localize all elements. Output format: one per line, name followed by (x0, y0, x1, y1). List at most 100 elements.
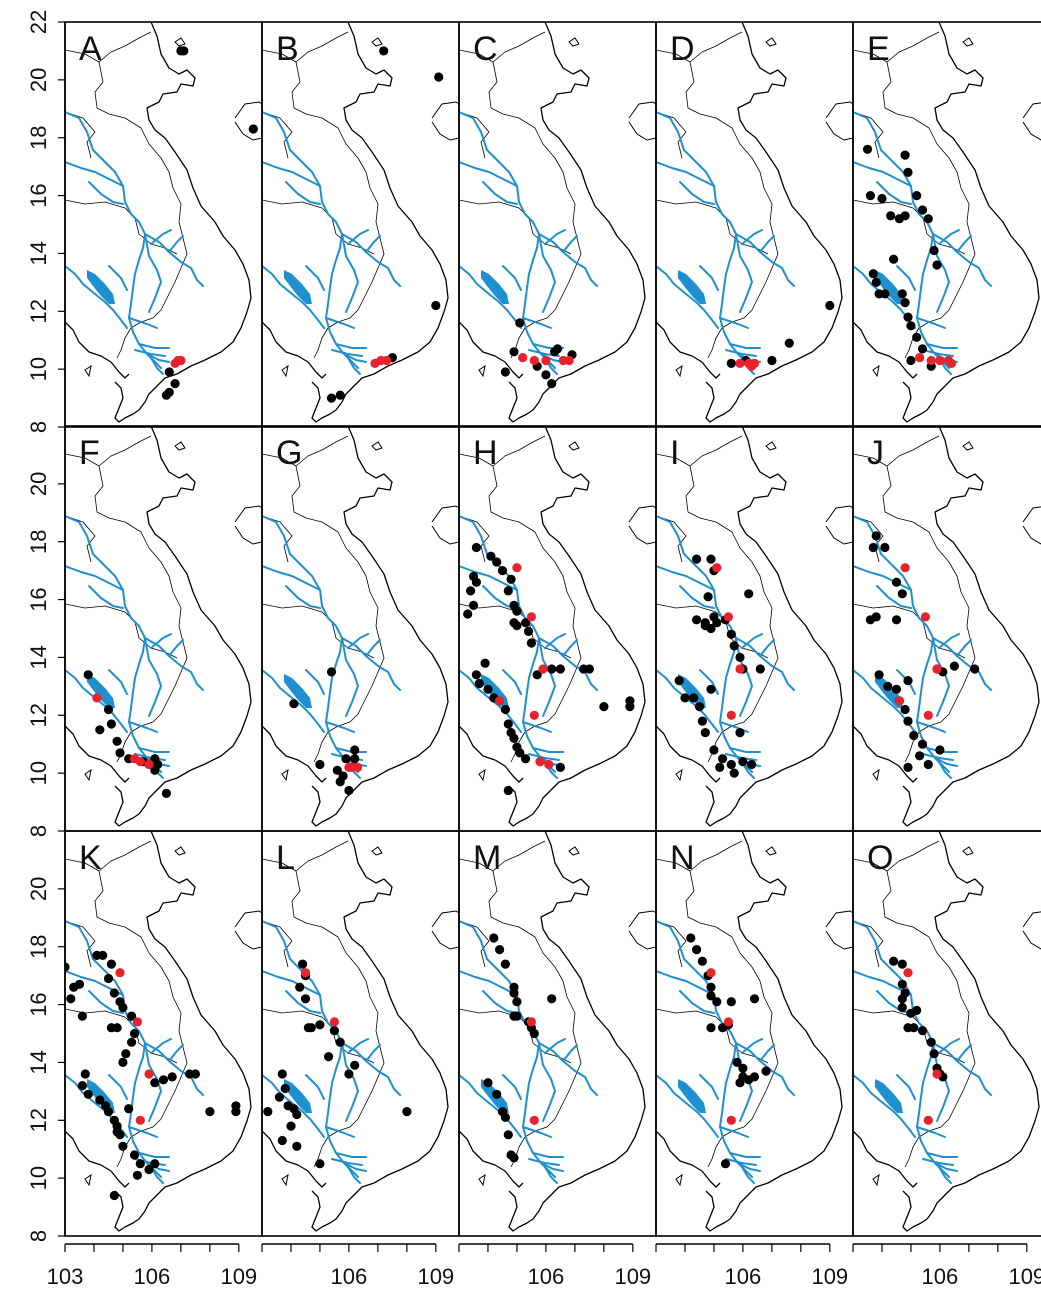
record-point (701, 621, 710, 630)
y-tick-label: 10 (26, 761, 51, 785)
record-point (509, 734, 518, 743)
record-point (327, 394, 336, 403)
y-tick-label: 10 (26, 357, 51, 381)
record-point (130, 1150, 139, 1159)
record-point (501, 705, 510, 714)
record-point (336, 391, 345, 400)
highlight-point (301, 968, 310, 977)
record-point (738, 1064, 747, 1073)
record-point (585, 664, 594, 673)
record-point (292, 1142, 301, 1151)
highlight-point (935, 356, 944, 365)
record-point (718, 754, 727, 763)
y-tick-label: 10 (26, 1166, 51, 1190)
record-point (133, 1171, 142, 1180)
highlight-point (927, 356, 936, 365)
record-point (901, 705, 910, 714)
y-tick-label: 12 (26, 703, 51, 727)
panel-label: O (867, 839, 893, 877)
record-point (509, 347, 518, 356)
record-point (872, 278, 881, 287)
record-point (527, 638, 536, 647)
record-point (924, 214, 933, 223)
record-point (324, 1052, 333, 1061)
record-point (906, 321, 915, 330)
record-point (75, 980, 84, 989)
record-point (903, 168, 912, 177)
record-point (341, 754, 350, 763)
record-point (918, 1026, 927, 1035)
y-tick-label: 8 (26, 1230, 51, 1242)
record-point (883, 682, 892, 691)
basemap (656, 831, 853, 1231)
record-point (698, 717, 707, 726)
map-panel-i: I (656, 426, 853, 831)
x-tick-label: 109 (614, 1264, 651, 1289)
x-tick-label: 106 (725, 1264, 762, 1289)
panel-label: M (473, 839, 501, 877)
record-point (107, 960, 116, 969)
record-point (118, 1058, 127, 1067)
record-point (701, 728, 710, 737)
map-panel-k: K (60, 831, 262, 1236)
record-point (898, 960, 907, 969)
record-point (730, 641, 739, 650)
record-point (495, 945, 504, 954)
highlight-point (544, 760, 553, 769)
record-point (524, 627, 533, 636)
record-point (344, 1069, 353, 1078)
record-point (750, 994, 759, 1003)
record-point (935, 745, 944, 754)
record-point (504, 586, 513, 595)
map-panel-d: D (656, 22, 853, 427)
record-point (715, 763, 724, 772)
record-point (903, 676, 912, 685)
map-panel-j: J (853, 426, 1041, 831)
highlight-point (530, 1116, 539, 1125)
x-tick-label: 106 (331, 1264, 368, 1289)
record-point (315, 1020, 324, 1029)
record-point (709, 745, 718, 754)
record-point (78, 1012, 87, 1021)
record-point (263, 1107, 272, 1116)
record-point (509, 618, 518, 627)
x-tick-label: 106 (922, 1264, 959, 1289)
record-point (165, 388, 174, 397)
highlight-point (538, 664, 547, 673)
record-point (492, 1090, 501, 1099)
record-point (918, 344, 927, 353)
record-point (350, 1061, 359, 1070)
panel-frame (656, 426, 853, 831)
highlight-point (176, 356, 185, 365)
panel-label: A (79, 30, 102, 68)
x-tick-label: 106 (528, 1264, 565, 1289)
record-point (756, 664, 765, 673)
record-point (930, 1049, 939, 1058)
highlight-point (115, 968, 124, 977)
record-point (735, 653, 744, 662)
record-point (489, 933, 498, 942)
record-point (205, 1107, 214, 1116)
panel-label: B (276, 30, 299, 68)
highlight-point (536, 757, 545, 766)
y-tick-label: 14 (26, 241, 51, 265)
highlight-point (530, 356, 539, 365)
record-point (750, 1072, 759, 1081)
record-point (84, 670, 93, 679)
record-point (695, 702, 704, 711)
record-point (127, 1038, 136, 1047)
record-point (901, 211, 910, 220)
map-panel-e: E (853, 22, 1041, 427)
record-point (869, 543, 878, 552)
record-point (747, 760, 756, 769)
highlight-point (895, 696, 904, 705)
panel-label: J (867, 434, 884, 472)
y-tick-label: 20 (26, 68, 51, 92)
record-point (903, 313, 912, 322)
record-point (275, 1093, 284, 1102)
panel-label: E (867, 30, 890, 68)
record-point (179, 46, 188, 55)
record-point (278, 1069, 287, 1078)
record-point (281, 1084, 290, 1093)
record-point (541, 370, 550, 379)
